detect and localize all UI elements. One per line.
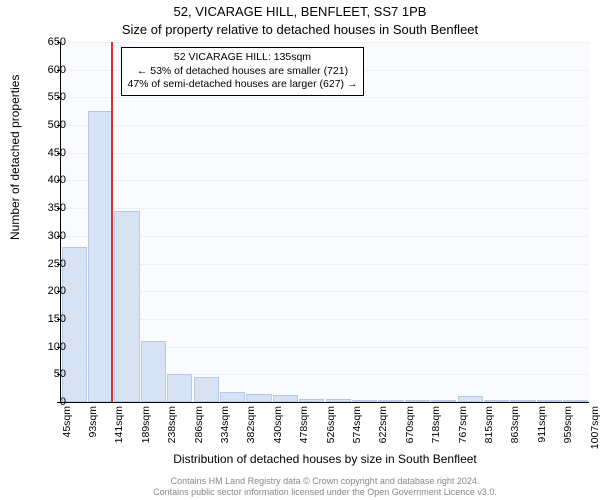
bar <box>88 111 113 402</box>
bar <box>273 395 298 402</box>
x-tick: 238sqm <box>166 406 178 454</box>
bar <box>563 400 588 402</box>
chart-subtitle: Size of property relative to detached ho… <box>0 22 600 37</box>
chart-container: 52, VICARAGE HILL, BENFLEET, SS7 1PB Siz… <box>0 0 600 500</box>
caption-line: Contains HM Land Registry data © Crown c… <box>60 476 590 487</box>
x-tick: 863sqm <box>509 406 521 454</box>
y-tick: 300 <box>16 230 66 242</box>
bar <box>220 392 245 402</box>
y-tick: 400 <box>16 174 66 186</box>
x-tick: 670sqm <box>404 406 416 454</box>
y-tick: 0 <box>16 396 66 408</box>
y-tick: 600 <box>16 64 66 76</box>
x-tick: 93sqm <box>87 406 99 454</box>
y-tick: 650 <box>16 36 66 48</box>
x-tick: 334sqm <box>219 406 231 454</box>
bar <box>537 400 562 402</box>
annotation-box: 52 VICARAGE HILL: 135sqm← 53% of detache… <box>121 47 365 96</box>
x-tick: 189sqm <box>140 406 152 454</box>
y-tick: 450 <box>16 147 66 159</box>
x-tick: 1007sqm <box>589 406 600 454</box>
bar <box>352 400 377 402</box>
x-tick: 767sqm <box>457 406 469 454</box>
annotation-line: ← 53% of detached houses are smaller (72… <box>128 65 358 79</box>
x-tick: 526sqm <box>325 406 337 454</box>
reference-line <box>111 42 113 402</box>
bar <box>114 211 139 402</box>
bar <box>326 399 351 402</box>
y-tick: 100 <box>16 341 66 353</box>
x-tick: 382sqm <box>245 406 257 454</box>
bar <box>378 400 403 402</box>
x-tick: 718sqm <box>430 406 442 454</box>
x-tick: 574sqm <box>351 406 363 454</box>
y-tick: 550 <box>16 91 66 103</box>
page-title: 52, VICARAGE HILL, BENFLEET, SS7 1PB <box>0 4 600 19</box>
x-tick: 45sqm <box>61 406 73 454</box>
y-tick: 350 <box>16 202 66 214</box>
bar <box>246 394 271 402</box>
y-tick: 200 <box>16 285 66 297</box>
x-tick: 911sqm <box>536 406 548 454</box>
x-tick: 478sqm <box>298 406 310 454</box>
x-axis-label: Distribution of detached houses by size … <box>60 452 590 466</box>
bar <box>194 377 219 402</box>
y-tick: 500 <box>16 119 66 131</box>
x-tick: 959sqm <box>562 406 574 454</box>
caption-line: Contains public sector information licen… <box>60 487 590 498</box>
bar <box>167 374 192 402</box>
x-tick: 430sqm <box>272 406 284 454</box>
y-tick: 50 <box>16 368 66 380</box>
bar <box>431 400 456 402</box>
x-tick: 141sqm <box>113 406 125 454</box>
x-tick: 815sqm <box>483 406 495 454</box>
bar <box>141 341 166 402</box>
caption: Contains HM Land Registry data © Crown c… <box>60 476 590 499</box>
x-tick: 286sqm <box>193 406 205 454</box>
annotation-line: 52 VICARAGE HILL: 135sqm <box>128 51 358 65</box>
plot-area: 52 VICARAGE HILL: 135sqm← 53% of detache… <box>60 42 589 403</box>
bar <box>510 400 535 402</box>
y-tick: 150 <box>16 313 66 325</box>
y-tick: 250 <box>16 258 66 270</box>
bar <box>458 396 483 402</box>
bar <box>484 400 509 402</box>
annotation-line: 47% of semi-detached houses are larger (… <box>128 78 358 92</box>
x-tick: 622sqm <box>377 406 389 454</box>
bar <box>405 400 430 402</box>
bar <box>299 399 324 402</box>
